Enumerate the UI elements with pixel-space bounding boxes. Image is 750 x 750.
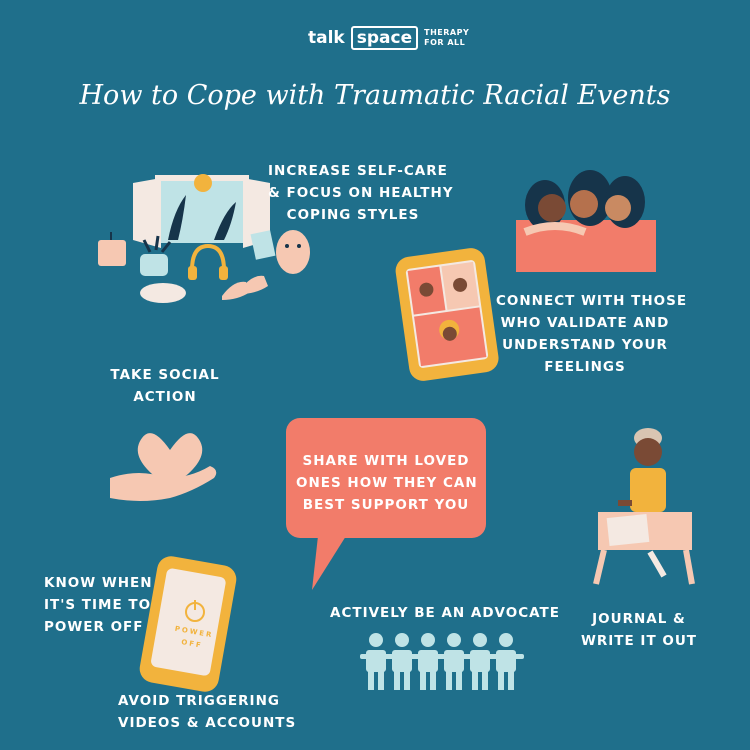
tip-connect: CONNECT WITH THOSE WHO VALIDATE AND UNDE… [496, 290, 688, 378]
postcard-icon [250, 230, 276, 260]
plant-icon [140, 235, 172, 276]
journaling-person-icon [593, 428, 695, 585]
tip-line: JOURNAL & [592, 611, 686, 627]
hand-heart-icon [110, 433, 217, 501]
tip-line: VIDEOS & ACCOUNTS [118, 715, 297, 731]
tip-line: BEST SUPPORT YOU [302, 497, 470, 513]
tip-line: ONES HOW THEY CAN [296, 475, 478, 491]
candle-icon [98, 232, 126, 266]
tip-line: ACTIVELY BE AN ADVOCATE [330, 605, 560, 621]
sleep-mask-icon [140, 283, 186, 303]
tip-line: ACTION [133, 389, 197, 405]
sneakers-icon [222, 275, 268, 300]
mask-icon [276, 230, 310, 274]
video-call-phone-icon [395, 248, 499, 381]
tip-advocate: ACTIVELY BE AN ADVOCATE [330, 602, 560, 624]
logo-word-space: space [350, 26, 419, 50]
tip-line: SHARE WITH LOVED [302, 453, 470, 469]
tip-line: COPING STYLES [286, 207, 420, 223]
tip-self-care: INCREASE SELF-CARE & FOCUS ON HEALTHY CO… [268, 160, 454, 226]
tip-line: WHO VALIDATE AND [500, 315, 670, 331]
tip-line: UNDERSTAND YOUR [502, 337, 668, 353]
window-icon [133, 174, 270, 248]
tip-line: AVOID TRIGGERING [118, 693, 280, 709]
logo-tagline-line: THERAPY [424, 28, 470, 37]
power-off-phone-icon [139, 556, 237, 692]
tip-line: FEELINGS [544, 359, 626, 375]
speech-bubble-icon [286, 418, 486, 590]
tip-avoid: AVOID TRIGGERING VIDEOS & ACCOUNTS [118, 690, 297, 734]
tip-line: KNOW WHEN [44, 575, 153, 591]
people-row-icon [360, 633, 524, 690]
tip-line: CONNECT WITH THOSE [496, 293, 688, 309]
logo-tagline: THERAPY FOR ALL [424, 28, 469, 48]
tip-journal: JOURNAL & WRITE IT OUT [574, 608, 704, 652]
brand-logo: talk space THERAPY FOR ALL [308, 26, 469, 50]
tip-line: TAKE SOCIAL [110, 367, 220, 383]
logo-word-talk: talk [308, 28, 345, 48]
headphones-icon [188, 243, 228, 280]
tip-line: INCREASE SELF-CARE [268, 163, 448, 179]
tip-line: & FOCUS ON HEALTHY [268, 185, 454, 201]
logo-tagline-line: FOR ALL [424, 38, 466, 47]
tip-power-off: KNOW WHEN IT'S TIME TO POWER OFF [44, 572, 154, 638]
tip-social-action: TAKE SOCIAL ACTION [100, 364, 230, 408]
tip-share: SHARE WITH LOVED ONES HOW THEY CAN BEST … [296, 450, 478, 516]
tip-line: POWER OFF [44, 619, 144, 635]
page-title: How to Cope with Traumatic Racial Events [79, 80, 671, 111]
tip-line: IT'S TIME TO [44, 597, 152, 613]
friends-icon [516, 170, 656, 272]
tip-line: WRITE IT OUT [580, 633, 698, 649]
